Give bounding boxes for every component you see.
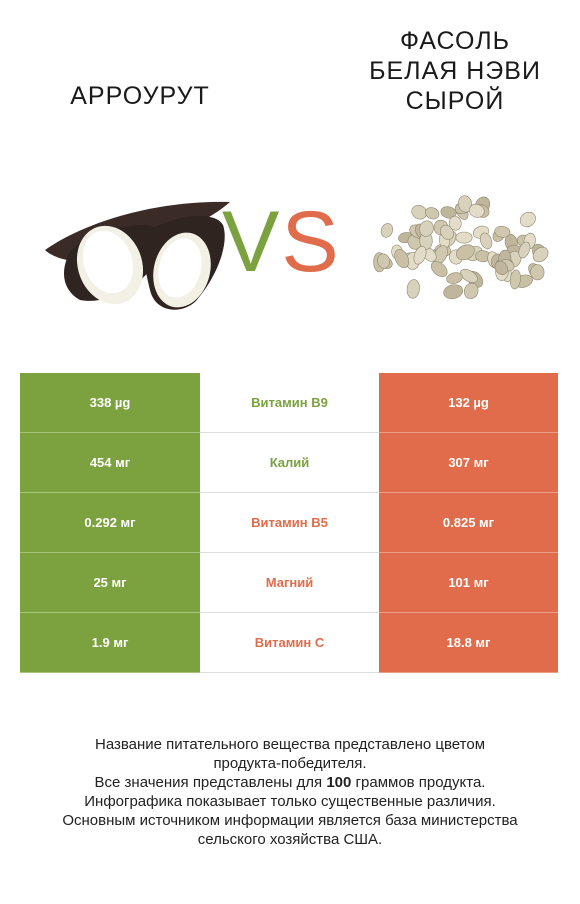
footer-line-6: сельского хозяйства США.: [197, 831, 383, 848]
bean-shape: [463, 282, 479, 300]
comparison-table: 338 µg Витамин B9 132 µg 454 мг Калий 307 мг 0…: [20, 373, 558, 673]
bean-shape: [430, 261, 448, 277]
nutrient-name: Витамин B9: [200, 373, 379, 433]
bean-shape: [394, 249, 410, 269]
bean-shape: [419, 220, 434, 237]
right-title-line-2: БЕЛАЯ НЭВИ: [369, 57, 541, 85]
right-product-title: ФАСОЛЬ БЕЛАЯ НЭВИ СЫРОЙ: [335, 26, 575, 116]
bean-shape: [455, 231, 473, 244]
bean-shape: [519, 211, 536, 228]
left-value: 454 мг: [20, 433, 200, 493]
footer-line-1: Название питательного вещества представл…: [94, 736, 486, 753]
bean-shape: [509, 269, 521, 290]
arrowroot-image: [45, 201, 230, 310]
left-value: 0.292 мг: [20, 493, 200, 553]
table-row: 25 мг Магний 101 мг: [20, 553, 558, 613]
left-value: 338 µg: [20, 373, 200, 433]
nutrient-name: Калий: [200, 433, 379, 493]
bean-shape: [494, 260, 508, 276]
bean-shape: [460, 269, 478, 283]
footer-line-3-bold: 100: [326, 774, 352, 791]
bean-shape: [380, 223, 394, 238]
left-value: 1.9 мг: [20, 613, 200, 673]
right-value: 18.8 мг: [379, 613, 558, 673]
bean-shape: [448, 215, 462, 231]
footer-line-4: Инфографика показывает только существенн…: [84, 793, 496, 810]
right-value: 0.825 мг: [379, 493, 558, 553]
footer-line-3-post: граммов продукта.: [351, 774, 486, 791]
bean-shape: [494, 225, 511, 238]
footer-line-2: продукта-победителя.: [213, 755, 367, 772]
vs-label: VS: [222, 192, 339, 292]
footer-line-3-pre: Все значения представлены для: [94, 774, 327, 791]
vs-s: S: [281, 194, 339, 290]
footer-line-3: Все значения представлены для 100 граммо…: [10, 773, 570, 792]
table-row: 454 мг Калий 307 мг: [20, 433, 558, 493]
bean-shape: [411, 204, 427, 220]
nutrient-name: Магний: [200, 553, 379, 613]
bean-shape: [440, 206, 457, 219]
right-title-line-1: ФАСОЛЬ: [399, 27, 511, 55]
bean-shape: [425, 207, 440, 220]
bean-shape: [456, 244, 475, 261]
right-value: 132 µg: [379, 373, 558, 433]
bean-shape: [532, 246, 549, 263]
table-row: 1.9 мг Витамин C 18.8 мг: [20, 613, 558, 673]
bean-shape: [480, 232, 493, 250]
footer-notes: Название питательного вещества представл…: [10, 735, 570, 849]
bean-shape: [413, 246, 427, 265]
table-row: 0.292 мг Витамин B5 0.825 мг: [20, 493, 558, 553]
nutrient-name: Витамин C: [200, 613, 379, 673]
bean-shape: [458, 195, 473, 213]
bean-shape: [443, 284, 463, 300]
left-value: 25 мг: [20, 553, 200, 613]
bean-shape: [446, 272, 463, 284]
right-value: 101 мг: [379, 553, 558, 613]
bean-shape: [469, 203, 485, 218]
vs-v: V: [222, 194, 280, 290]
right-title-line-3: СЫРОЙ: [405, 87, 505, 115]
bean-shape: [530, 264, 545, 281]
navy-beans-image: [373, 195, 549, 300]
bean-shape: [406, 279, 420, 299]
bean-shape: [518, 241, 531, 259]
footer-line-5: Основным источником информации является …: [62, 812, 518, 829]
right-value: 307 мг: [379, 433, 558, 493]
nutrient-name: Витамин B5: [200, 493, 379, 553]
bean-shape: [377, 253, 390, 269]
left-product-title: АРРОУРУТ: [70, 82, 210, 110]
table-row: 338 µg Витамин B9 132 µg: [20, 373, 558, 433]
